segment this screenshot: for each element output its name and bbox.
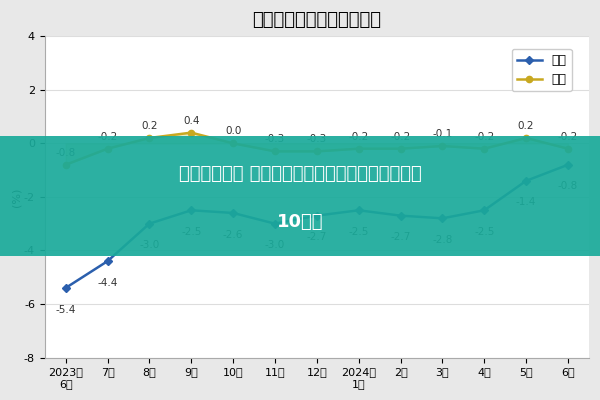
环比 (565, 146, 572, 151)
Text: -2.8: -2.8 (432, 235, 452, 245)
Text: -0.2: -0.2 (97, 132, 118, 142)
Text: 0.4: 0.4 (183, 116, 199, 126)
同比 (271, 221, 278, 226)
Title: 工业生产者出厂价格涨跌幅: 工业生产者出厂价格涨跌幅 (253, 11, 382, 29)
环比 (146, 136, 153, 140)
Text: -2.7: -2.7 (391, 232, 411, 242)
Text: 0.0: 0.0 (225, 126, 241, 136)
同比 (313, 213, 320, 218)
环比 (355, 146, 362, 151)
环比 (62, 162, 69, 167)
Text: -0.8: -0.8 (56, 148, 76, 158)
Text: -1.4: -1.4 (516, 198, 536, 208)
同比 (355, 208, 362, 213)
同比 (565, 162, 572, 167)
Text: -2.5: -2.5 (349, 227, 369, 237)
Text: -2.5: -2.5 (474, 227, 494, 237)
环比 (397, 146, 404, 151)
环比 (313, 149, 320, 154)
Text: -2.7: -2.7 (307, 232, 327, 242)
Text: 0.2: 0.2 (141, 121, 158, 131)
环比 (523, 136, 530, 140)
同比 (439, 216, 446, 221)
Text: -0.1: -0.1 (432, 129, 452, 139)
Text: -3.0: -3.0 (265, 240, 285, 250)
Text: -0.8: -0.8 (558, 182, 578, 192)
同比 (481, 208, 488, 213)
Text: -0.2: -0.2 (474, 132, 494, 142)
同比 (397, 213, 404, 218)
Text: 0.2: 0.2 (518, 121, 535, 131)
环比 (188, 130, 195, 135)
Text: -2.5: -2.5 (181, 227, 202, 237)
环比 (481, 146, 488, 151)
Line: 同比: 同比 (62, 162, 571, 291)
Text: 10万股: 10万股 (277, 214, 323, 231)
环比 (104, 146, 111, 151)
环比 (271, 149, 278, 154)
Text: -0.2: -0.2 (391, 132, 410, 142)
Text: 配资之家公司 金斯瑞生物科技因期权获行使而发行: 配资之家公司 金斯瑞生物科技因期权获行使而发行 (179, 166, 421, 183)
Y-axis label: (%): (%) (11, 187, 21, 206)
Text: -3.0: -3.0 (139, 240, 160, 250)
Text: -0.3: -0.3 (265, 134, 285, 144)
Text: -0.3: -0.3 (307, 134, 327, 144)
同比 (188, 208, 195, 213)
Legend: 同比, 环比: 同比, 环比 (512, 49, 572, 91)
Text: -5.4: -5.4 (55, 305, 76, 315)
Text: -2.6: -2.6 (223, 230, 243, 240)
同比 (146, 221, 153, 226)
同比 (62, 286, 69, 290)
同比 (523, 178, 530, 183)
Line: 环比: 环比 (62, 130, 571, 168)
环比 (229, 141, 236, 146)
同比 (104, 259, 111, 264)
同比 (229, 210, 236, 215)
环比 (439, 144, 446, 148)
Text: -0.2: -0.2 (558, 132, 578, 142)
Text: -4.4: -4.4 (97, 278, 118, 288)
Text: -0.2: -0.2 (349, 132, 369, 142)
